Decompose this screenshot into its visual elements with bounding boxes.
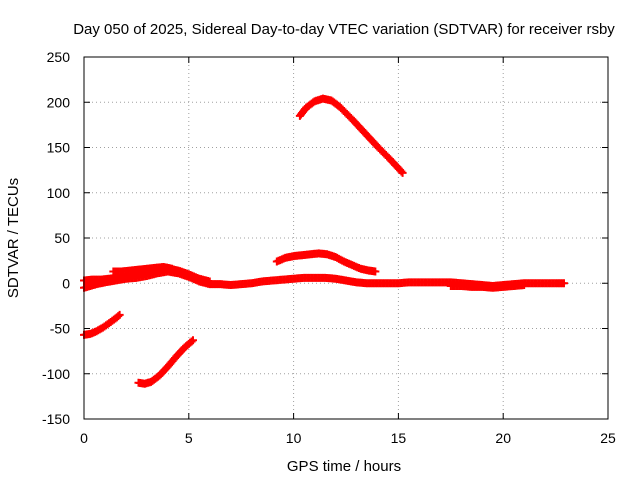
- y-tick-label: -50: [50, 321, 70, 337]
- data-point: [559, 279, 568, 288]
- x-tick-label: 0: [80, 430, 88, 446]
- x-tick-label: 10: [286, 430, 302, 446]
- y-tick-label: 150: [47, 140, 71, 156]
- track-upper-band: [109, 262, 185, 277]
- data-point: [187, 337, 196, 346]
- data-series: [80, 94, 568, 388]
- data-point: [176, 268, 185, 277]
- y-tick-label: 0: [62, 275, 70, 291]
- data-point: [114, 312, 123, 321]
- data-point: [398, 168, 407, 177]
- chart-title: Day 050 of 2025, Sidereal Day-to-day VTE…: [73, 21, 615, 38]
- x-tick-label: 5: [185, 430, 193, 446]
- y-tick-label: 200: [47, 94, 71, 110]
- track-mid-arc: [272, 249, 380, 276]
- data-point: [371, 267, 380, 276]
- data-point: [115, 310, 124, 319]
- data-point: [520, 281, 529, 290]
- data-point: [397, 167, 406, 176]
- y-tick-label: 100: [47, 185, 71, 201]
- y-tick-label: -100: [42, 366, 70, 382]
- x-tick-label: 15: [391, 430, 407, 446]
- x-tick-label: 25: [600, 430, 616, 446]
- data-point: [188, 336, 197, 345]
- x-axis-label: GPS time / hours: [287, 458, 401, 475]
- track-high-arc: [295, 94, 407, 177]
- x-tick-label: 20: [495, 430, 511, 446]
- plot-frame: [83, 56, 609, 420]
- data-point: [205, 277, 214, 286]
- track-low-band: [446, 281, 529, 292]
- axis-ticks: 0 5 10 15 20 25 -150 -100 -50 0 50 100 150 200 250: [42, 49, 616, 446]
- track-neg-segment-2: [134, 336, 197, 388]
- y-tick-label: 250: [47, 49, 71, 65]
- y-tick-label: -150: [42, 411, 70, 427]
- y-tick-label: 50: [54, 230, 70, 246]
- y-axis-label: SDTVAR / TECUs: [5, 178, 22, 298]
